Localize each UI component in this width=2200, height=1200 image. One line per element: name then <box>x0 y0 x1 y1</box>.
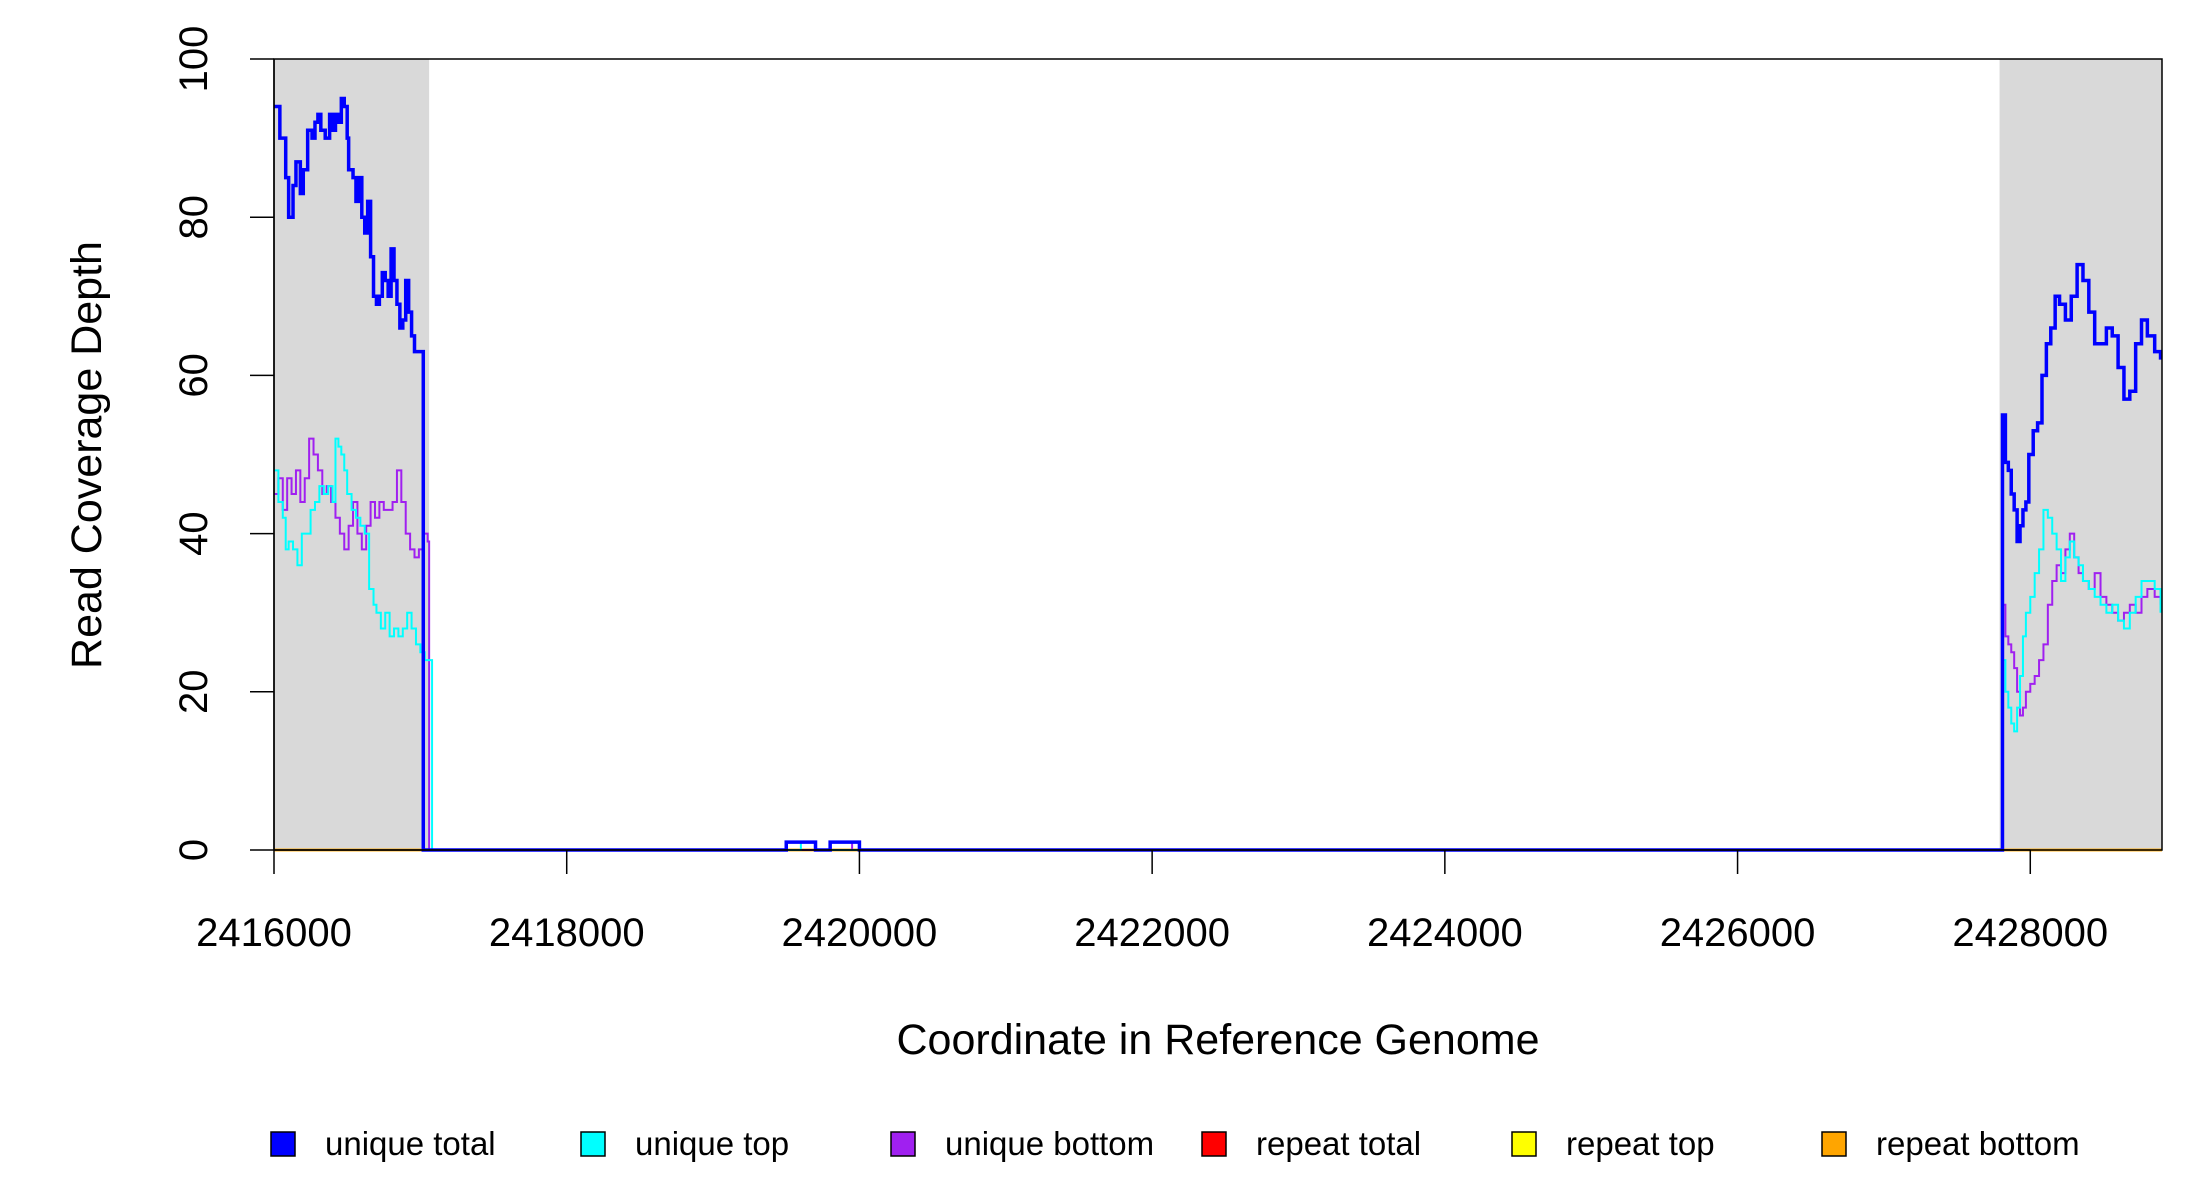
series-line-unique-bottom <box>274 437 2162 851</box>
x-tick-label: 2420000 <box>782 911 938 955</box>
legend-swatch <box>1821 1131 1847 1157</box>
legend-swatch <box>580 1131 606 1157</box>
legend-item-unique-total: unique total <box>270 1125 496 1162</box>
legend-swatch <box>1201 1131 1227 1157</box>
legend-swatch <box>1511 1131 1537 1157</box>
legend-label: unique total <box>325 1125 496 1162</box>
legend-label: repeat total <box>1256 1125 1421 1162</box>
shaded-regions <box>274 59 2162 850</box>
series-lines <box>274 96 2163 852</box>
x-tick-label: 2424000 <box>1367 911 1523 955</box>
y-axis: 0 20 40 60 80 100 <box>172 26 275 861</box>
plot-frame <box>273 58 2163 851</box>
legend-item-unique-top: unique top <box>580 1125 789 1162</box>
legend-label: repeat bottom <box>1876 1125 2080 1162</box>
legend-item-unique-bottom: unique bottom <box>890 1125 1154 1162</box>
legend-swatch <box>890 1131 916 1157</box>
legend-item-repeat-total: repeat total <box>1201 1125 1421 1162</box>
y-tick-label: 40 <box>172 511 216 556</box>
y-tick-label: 20 <box>172 670 216 715</box>
legend-label: repeat top <box>1566 1125 1715 1162</box>
x-axis: 2416000 2418000 2420000 2422000 2424000 24260… <box>196 849 2108 955</box>
y-tick-label: 80 <box>172 195 216 240</box>
y-axis-title: Read Coverage Depth <box>63 241 111 669</box>
y-tick-label: 60 <box>172 353 216 398</box>
x-tick-label: 2422000 <box>1074 911 1230 955</box>
y-tick-label: 100 <box>172 26 216 93</box>
x-tick-label: 2426000 <box>1660 911 1816 955</box>
legend-item-repeat-top: repeat top <box>1511 1125 1715 1162</box>
x-tick-label: 2428000 <box>1952 911 2108 955</box>
legend-item-repeat-bottom: repeat bottom <box>1821 1125 2080 1162</box>
y-tick-label: 0 <box>172 839 216 861</box>
shaded-region-2 <box>1999 59 2162 850</box>
legend-label: unique bottom <box>945 1125 1154 1162</box>
x-axis-title: Coordinate in Reference Genome <box>897 1016 1540 1064</box>
x-tick-label: 2416000 <box>196 911 352 955</box>
series-line-unique-total <box>274 96 2163 852</box>
legend: unique total unique top unique bottom repea… <box>270 1125 2080 1162</box>
x-tick-label: 2418000 <box>489 911 645 955</box>
legend-swatch <box>270 1131 296 1157</box>
series-line-unique-top <box>274 437 2162 851</box>
legend-label: unique top <box>635 1125 789 1162</box>
